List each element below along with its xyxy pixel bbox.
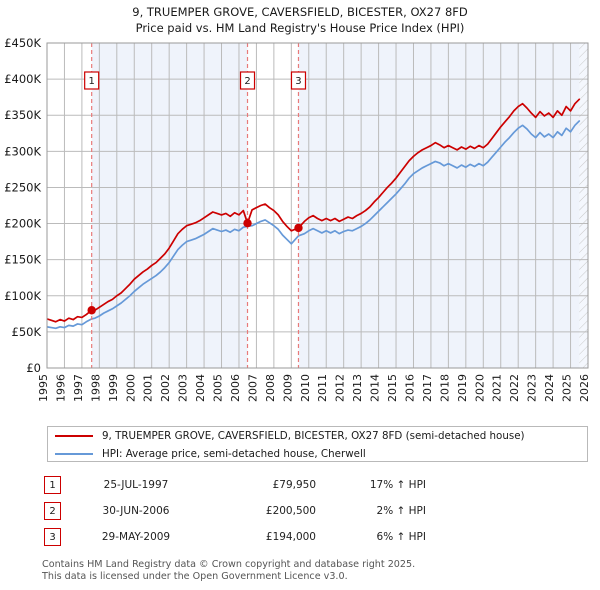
footer-line-2: This data is licensed under the Open Gov… (42, 570, 348, 582)
legend-swatch-hpi (55, 453, 93, 455)
svg-text:£50K: £50K (12, 325, 42, 339)
transaction-marker-dots (87, 218, 303, 315)
transaction-hpi-delta: 6% ↑ HPI (376, 531, 426, 543)
legend-swatch-price-paid (55, 435, 93, 437)
svg-text:2026: 2026 (578, 374, 591, 402)
svg-text:2016: 2016 (403, 374, 416, 402)
transaction-date: 25-JUL-1997 (103, 479, 169, 491)
legend-label-price-paid: 9, TRUEMPER GROVE, CAVERSFIELD, BICESTER… (102, 430, 525, 442)
svg-text:1: 1 (88, 76, 94, 87)
svg-text:2009: 2009 (281, 374, 294, 402)
transaction-price: £200,500 (265, 505, 316, 517)
status-badge: 3 (44, 528, 61, 546)
svg-text:1997: 1997 (72, 374, 85, 402)
svg-text:£200K: £200K (4, 217, 41, 231)
table-row[interactable]: 1 25-JUL-1997 £79,950 17% ↑ HPI (44, 472, 464, 498)
svg-text:£0: £0 (26, 361, 41, 375)
transaction-marker-lines (91, 43, 300, 368)
gridlines (46, 42, 589, 369)
svg-text:2019: 2019 (456, 374, 469, 402)
svg-text:2000: 2000 (124, 374, 137, 402)
svg-text:2014: 2014 (369, 374, 382, 402)
status-badge: 2 (44, 502, 61, 520)
svg-text:£350K: £350K (4, 108, 41, 122)
series-lines (47, 98, 581, 330)
svg-text:£100K: £100K (4, 289, 41, 303)
svg-text:2024: 2024 (543, 374, 556, 402)
transaction-date: 29-MAY-2009 (101, 531, 171, 543)
svg-text:2008: 2008 (264, 374, 277, 402)
svg-text:2001: 2001 (142, 374, 155, 402)
svg-text:2022: 2022 (508, 374, 521, 402)
svg-text:2010: 2010 (299, 374, 312, 402)
transaction-date: 30-JUN-2006 (102, 505, 170, 517)
title-line-1: 9, TRUEMPER GROVE, CAVERSFIELD, BICESTER… (132, 5, 468, 19)
legend-item-hpi: HPI: Average price, semi-detached house,… (48, 445, 587, 463)
svg-text:2002: 2002 (159, 374, 172, 402)
chart-legend: 9, TRUEMPER GROVE, CAVERSFIELD, BICESTER… (47, 426, 588, 462)
svg-text:1995: 1995 (37, 374, 50, 402)
svg-text:£300K: £300K (4, 144, 41, 158)
svg-text:1998: 1998 (89, 374, 102, 402)
transaction-hpi-delta: 17% ↑ HPI (369, 479, 426, 491)
footer-line-1: Contains HM Land Registry data © Crown c… (42, 559, 416, 570)
svg-text:2007: 2007 (246, 374, 259, 402)
svg-text:2006: 2006 (229, 374, 242, 402)
y-axis-labels: £0 £50K £100K £150K £200K £250K £300K £350K £400… (4, 36, 41, 375)
svg-text:£250K: £250K (4, 180, 41, 194)
svg-text:£150K: £150K (4, 253, 41, 267)
svg-text:2004: 2004 (194, 374, 207, 402)
status-badge: 1 (44, 476, 61, 494)
transaction-marker-badges: 1 2 3 (84, 71, 307, 90)
x-axis-labels: 1995 1996 1997 1998 1999 2000 2001 2002 2003 2004… (37, 374, 591, 402)
legend-label-hpi: HPI: Average price, semi-detached house,… (102, 448, 366, 460)
page-title: 9, TRUEMPER GROVE, CAVERSFIELD, BICESTER… (0, 4, 600, 36)
legend-item-price-paid: 9, TRUEMPER GROVE, CAVERSFIELD, BICESTER… (48, 427, 587, 445)
transaction-price: £79,950 (272, 479, 316, 491)
svg-text:2012: 2012 (334, 374, 347, 402)
svg-text:1996: 1996 (54, 374, 67, 402)
title-line-2: Price paid vs. HM Land Registry's House … (135, 21, 465, 35)
svg-text:2015: 2015 (386, 374, 399, 402)
svg-text:2020: 2020 (473, 374, 486, 402)
plot-border (46, 42, 589, 369)
svg-text:2005: 2005 (212, 374, 225, 402)
svg-text:2025: 2025 (561, 374, 574, 402)
transaction-hpi-delta: 2% ↑ HPI (376, 505, 426, 517)
svg-text:2021: 2021 (491, 374, 504, 402)
shaded-ownership-bands (91, 43, 588, 368)
svg-text:2017: 2017 (421, 374, 434, 402)
svg-text:3: 3 (295, 76, 301, 87)
table-row[interactable]: 2 30-JUN-2006 £200,500 2% ↑ HPI (44, 498, 464, 524)
svg-text:2003: 2003 (177, 374, 190, 402)
transaction-price: £194,000 (265, 531, 316, 543)
svg-text:2023: 2023 (526, 374, 539, 402)
table-row[interactable]: 3 29-MAY-2009 £194,000 6% ↑ HPI (44, 524, 464, 550)
transactions-table: 1 25-JUL-1997 £79,950 17% ↑ HPI 2 30-JUN… (44, 472, 464, 550)
svg-text:£400K: £400K (4, 72, 41, 86)
svg-text:2011: 2011 (316, 374, 329, 402)
copyright-footer: Contains HM Land Registry data © Crown c… (42, 559, 582, 582)
svg-text:2018: 2018 (438, 374, 451, 402)
svg-text:£450K: £450K (4, 36, 41, 50)
svg-text:2: 2 (244, 76, 250, 87)
svg-text:2013: 2013 (351, 374, 364, 402)
svg-text:1999: 1999 (107, 374, 120, 402)
